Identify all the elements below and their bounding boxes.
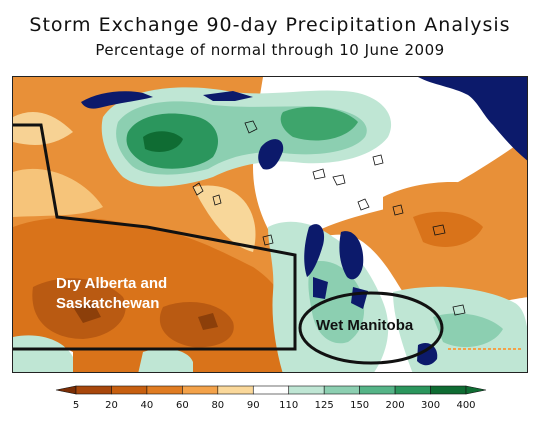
legend-tick-label: 90 <box>247 400 260 411</box>
near-normal-band <box>13 168 103 217</box>
legend-swatch <box>75 385 112 395</box>
wet-manitoba-ellipse <box>298 291 444 365</box>
legend-tick-label: 400 <box>456 400 475 411</box>
legend-swatch <box>146 385 183 395</box>
lake-outlines <box>192 120 466 316</box>
great-bear-lake <box>81 91 153 109</box>
legend-swatch <box>252 385 290 395</box>
extreme-dry-patch <box>198 313 218 330</box>
legend-swatch <box>394 385 431 395</box>
wet-southwest-light <box>13 335 73 372</box>
wet-southeast-mid <box>433 313 503 348</box>
hudson-bay <box>418 77 527 161</box>
very-dry-patch <box>159 302 234 348</box>
legend-swatch <box>430 385 467 395</box>
legend-swatch <box>323 385 360 395</box>
legend-arrow-right <box>465 385 487 395</box>
legend-swatch <box>217 385 254 395</box>
province-boundary <box>13 123 297 351</box>
annotation-dry: Dry Alberta and Saskatchewan <box>56 274 167 314</box>
chart-title: Storm Exchange 90-day Precipitation Anal… <box>29 14 511 36</box>
legend-swatch <box>359 385 396 395</box>
wet-south-light <box>138 348 193 372</box>
legend-tick-label: 60 <box>176 400 189 411</box>
very-wet-patch <box>143 131 183 152</box>
extreme-dry-patch <box>73 302 101 323</box>
legend-arrow-left <box>55 385 77 395</box>
legend-bar: 5 20 40 60 80 90 110 125 150 200 300 400 <box>55 385 487 411</box>
color-legend: 5 20 40 60 80 90 110 125 150 200 300 400 <box>46 380 496 420</box>
near-normal-band <box>193 185 256 252</box>
lake-superior <box>417 342 438 366</box>
legend-tick-label: 20 <box>105 400 118 411</box>
lake-winnipegosis <box>304 224 325 277</box>
lake-manitoba <box>313 277 328 299</box>
legend-tick-label: 125 <box>315 400 334 411</box>
legend-tick-label: 150 <box>350 400 369 411</box>
great-slave-lake <box>258 139 284 170</box>
legend-tick-label: 80 <box>211 400 224 411</box>
precipitation-map <box>12 76 528 373</box>
wet-north-core <box>280 106 358 141</box>
lake-winnipeg <box>339 231 364 280</box>
annotation-dry-line-1: Dry Alberta and <box>56 275 168 292</box>
annotation-dry-line-2: Saskatchewan <box>56 295 160 312</box>
chart-subtitle: Percentage of normal through 10 June 200… <box>95 41 445 59</box>
legend-tick-label: 300 <box>421 400 440 411</box>
legend-tick-label: 40 <box>141 400 154 411</box>
legend-tick-label: 110 <box>279 400 298 411</box>
map-canvas <box>13 77 527 372</box>
legend-swatch <box>288 385 325 395</box>
legend-tick-label: 200 <box>386 400 405 411</box>
legend-swatch <box>111 385 148 395</box>
legend-tick-label: 5 <box>73 400 79 411</box>
annotation-wet: Wet Manitoba <box>316 317 414 334</box>
lake <box>203 91 253 101</box>
dry-east-core <box>413 211 483 247</box>
legend-swatch <box>182 385 219 395</box>
